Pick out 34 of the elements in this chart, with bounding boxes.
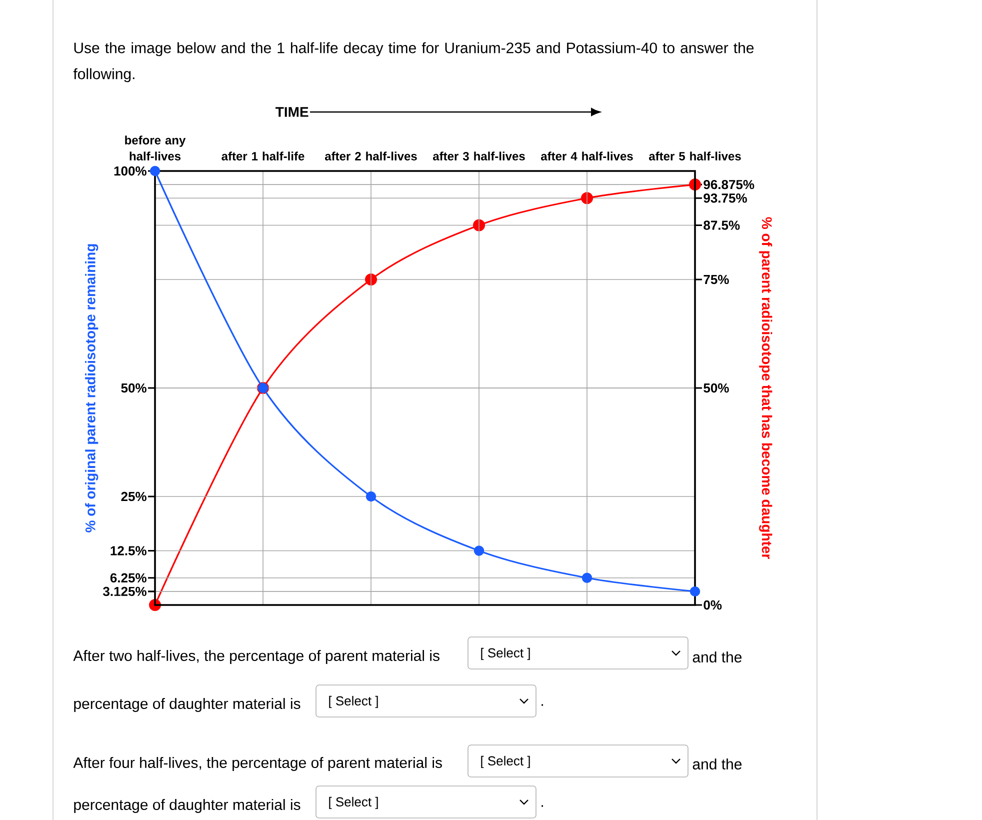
- y2-tick-label: 87.5%: [704, 220, 740, 230]
- y-tick-label: 6.25%: [110, 573, 146, 582]
- y-tick-label: 100%: [114, 166, 146, 176]
- text: [ Select ]: [481, 756, 530, 768]
- y2-tick-label: 75%: [704, 274, 729, 284]
- y2-tick-label: 0%: [704, 600, 722, 610]
- x-tick-label: after 1 half-life: [222, 152, 304, 160]
- y-tick-label: 12.5%: [110, 546, 146, 556]
- x-tick-label: before any half-lives: [125, 136, 186, 160]
- text: .: [542, 704, 543, 706]
- text: .: [542, 805, 543, 807]
- text: After two half-lives, the percentage of parent material is: [73, 650, 440, 664]
- y-tick-label: 50%: [121, 383, 146, 393]
- x-axis-title: TIME: [276, 107, 308, 117]
- text: and the: [692, 758, 742, 770]
- chart-title: Use the image below and the 1 half-life decay time for Uranium-235 and Potassium-40 to answer the following.: [73, 42, 754, 82]
- text: and the: [692, 651, 742, 662]
- y-axis-title: % of original parent radioisotope remaining: [85, 244, 98, 532]
- text: [ Select ]: [329, 796, 378, 810]
- y-tick-label: 3.125%: [103, 586, 146, 596]
- text: percentage of daughter material is: [74, 799, 300, 813]
- y-tick-label: 25%: [121, 492, 146, 502]
- text: percentage of daughter material is: [74, 698, 300, 712]
- text: After four half-lives, the percentage of parent material is: [73, 757, 442, 771]
- text: [ Select ]: [329, 696, 378, 708]
- x-tick-label: after 5 half-lives: [648, 152, 741, 160]
- text: [ Select ]: [481, 648, 530, 660]
- y2-tick-label: 50%: [704, 383, 729, 393]
- y2-tick-label: 96.875%: [704, 180, 754, 190]
- x-tick-label: after 2 half-lives: [324, 152, 417, 160]
- x-tick-label: after 3 half-lives: [432, 152, 525, 160]
- x-tick-label: after 4 half-lives: [540, 152, 633, 160]
- y2-tick-label: 93.75%: [704, 194, 747, 203]
- y2-axis-title: % of parent radioisotope that has become daughter: [759, 217, 772, 559]
